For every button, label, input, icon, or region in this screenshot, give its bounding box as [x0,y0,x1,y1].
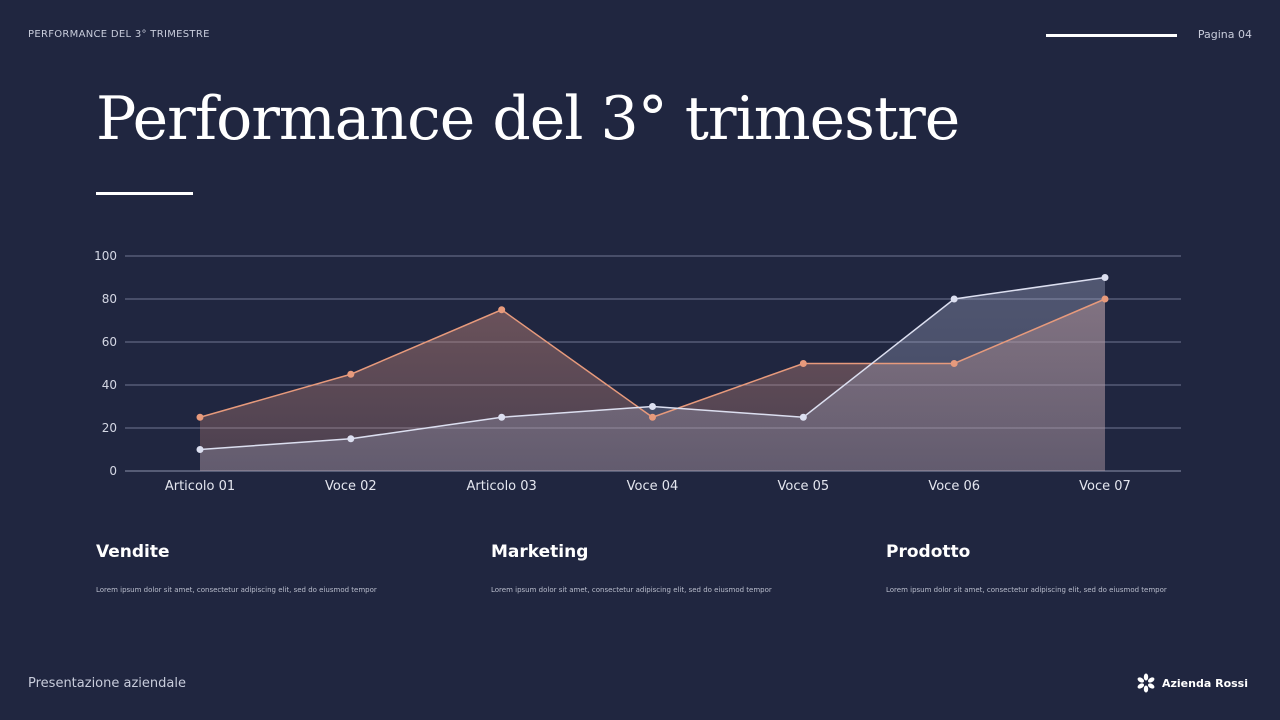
section-title: Prodotto [886,542,971,562]
series-area [200,277,1105,471]
series-points [196,274,1109,453]
x-tick-label: Voce 06 [928,479,980,494]
data-point [196,413,204,421]
section-text: Lorem ipsum dolor sit amet, consectetur … [96,586,377,594]
section-title: Marketing [491,542,589,562]
x-axis-labels: Articolo 01 Voce 02 Articolo 03 Voce 04 Voce… [165,479,1131,494]
title-underline [96,192,193,195]
x-tick-label: Voce 05 [777,479,829,494]
data-point [1101,274,1109,281]
x-tick-label: Voce 04 [627,479,679,494]
section-vendite: Vendite Lorem ipsum dolor sit amet, cons… [96,542,396,594]
y-tick-label: 100 [94,249,117,263]
data-point [498,413,506,421]
page-number: Pagina 04 [1197,28,1252,41]
data-point [799,413,807,421]
data-point [950,295,958,303]
y-tick-label: 0 [109,464,117,478]
section-marketing: Marketing Lorem ipsum dolor sit amet, co… [491,542,791,594]
brand-name: Azienda Rossi [1162,676,1248,690]
section-prodotto: Prodotto Lorem ipsum dolor sit amet, con… [886,542,1186,594]
section-title: Vendite [96,542,170,562]
header-label: PERFORMANCE DEL 3° TRIMESTRE [28,29,210,40]
data-point [347,435,355,443]
section-text: Lorem ipsum dolor sit amet, consectetur … [491,586,772,594]
brand-logo: Azienda Rossi [1136,673,1248,693]
footer-label: Presentazione aziendale [28,676,186,691]
data-point [347,370,355,378]
y-tick-label: 20 [102,421,117,435]
data-point [1101,295,1109,303]
x-tick-label: Articolo 01 [165,479,235,494]
y-tick-label: 80 [102,292,117,306]
series-areas [200,277,1105,471]
y-tick-label: 40 [102,378,117,392]
page-title: Performance del 3° trimestre [96,84,960,154]
header-rule [1046,34,1177,37]
asterisk-flower-icon [1137,673,1155,693]
x-tick-label: Voce 07 [1079,479,1131,494]
y-axis-labels: 0 20 40 60 80 100 [94,249,117,478]
data-point [799,360,807,367]
data-point [649,403,656,410]
data-point [196,446,204,453]
data-point [649,413,656,421]
x-tick-label: Articolo 03 [467,479,537,494]
x-tick-label: Voce 02 [325,479,377,494]
section-text: Lorem ipsum dolor sit amet, consectetur … [886,586,1167,594]
data-point [498,306,506,314]
data-point [950,360,958,367]
y-tick-label: 60 [102,335,117,349]
